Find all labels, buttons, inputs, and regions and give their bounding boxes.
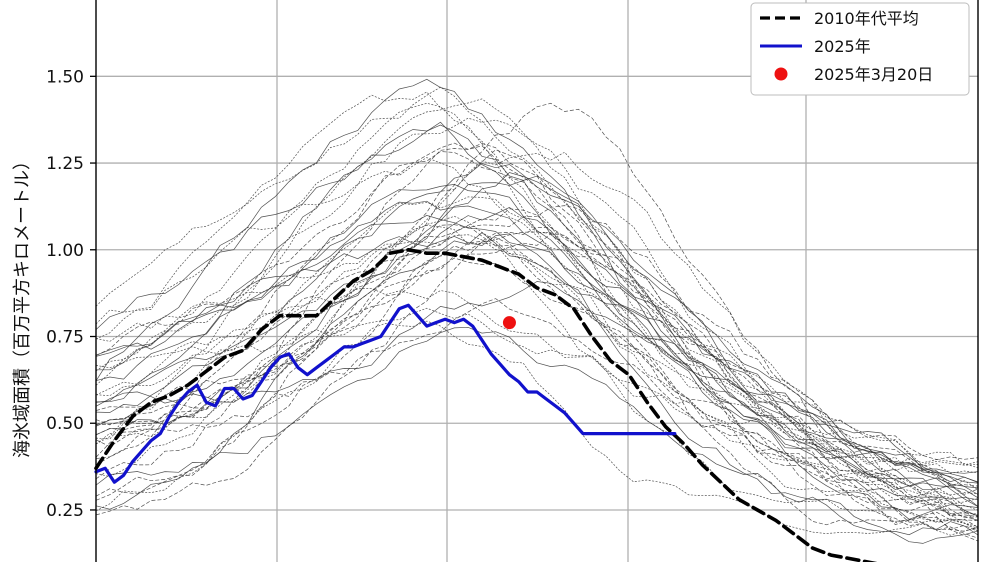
y-axis-label: 海氷域面積（百万平方キロメートル） (12, 152, 33, 458)
background-year-line-8 (95, 184, 979, 483)
background-year-line-37 (95, 149, 979, 532)
y-tick-label-1: 0.50 (46, 414, 84, 434)
background-year-line-14 (95, 206, 979, 499)
background-year-line-32 (95, 172, 979, 501)
background-year-line-19 (95, 142, 979, 532)
legend-marker-2025-03-20 (774, 67, 788, 81)
background-year-line-22 (95, 151, 979, 460)
background-year-line-11 (95, 232, 979, 544)
background-year-line-41 (95, 78, 979, 520)
background-year-line-13 (95, 298, 979, 516)
y-tick-labels: 0.25 0.50 0.75 1.00 1.25 1.50 (46, 67, 96, 521)
background-year-line-4 (95, 225, 979, 542)
background-year-line-31 (95, 257, 979, 523)
legend-label-2025: 2025年 (814, 37, 871, 56)
background-year-line-40 (95, 145, 979, 528)
series-line-2025 (94, 303, 677, 484)
background-year-line-18 (95, 117, 979, 515)
legend-box (750, 2, 970, 96)
background-year-line-30 (95, 288, 979, 532)
y-tick-label-3: 1.00 (46, 241, 84, 261)
background-year-line-39 (95, 98, 979, 490)
axes (95, 0, 979, 562)
legend-label-2010s-average: 2010年代平均 (814, 9, 919, 28)
highlight-point-2025-03-20 (502, 316, 516, 330)
background-year-line-25 (95, 233, 979, 539)
y-tick-label-0: 0.25 (46, 501, 84, 521)
background-year-line-35 (95, 326, 979, 536)
background-year-line-26 (95, 200, 979, 507)
series-layer (94, 248, 878, 562)
background-year-line-29 (95, 121, 979, 495)
y-tick-label-2: 0.75 (46, 328, 84, 348)
background-year-line-21 (95, 86, 979, 466)
background-year-line-2 (95, 281, 979, 474)
y-tick-label-4: 1.25 (46, 154, 84, 174)
background-year-line-27 (95, 215, 979, 474)
grid (96, 0, 978, 562)
background-year-line-36 (95, 225, 979, 527)
background-year-line-9 (95, 157, 979, 472)
background-year-line-7 (95, 208, 979, 517)
background-year-line-6 (95, 234, 979, 529)
background-year-line-16 (95, 231, 979, 487)
legend-label-2025-03-20: 2025年3月20日 (814, 65, 933, 84)
background-year-line-15 (95, 91, 979, 505)
background-year-line-34 (95, 102, 979, 519)
background-year-line-24 (95, 151, 979, 517)
background-year-line-3 (95, 320, 979, 536)
background-year-line-20 (96, 215, 979, 517)
background-year-line-1 (95, 205, 979, 495)
background-year-line-38 (95, 124, 979, 484)
background-year-lines (95, 78, 979, 544)
background-year-line-33 (95, 196, 979, 496)
background-year-line-28 (95, 227, 979, 523)
series-line-2010s-average (94, 248, 878, 562)
background-year-line-12 (95, 102, 979, 511)
y-tick-label-5: 1.50 (46, 67, 84, 87)
legend: 2010年代平均 2025年 2025年3月20日 (750, 2, 970, 96)
